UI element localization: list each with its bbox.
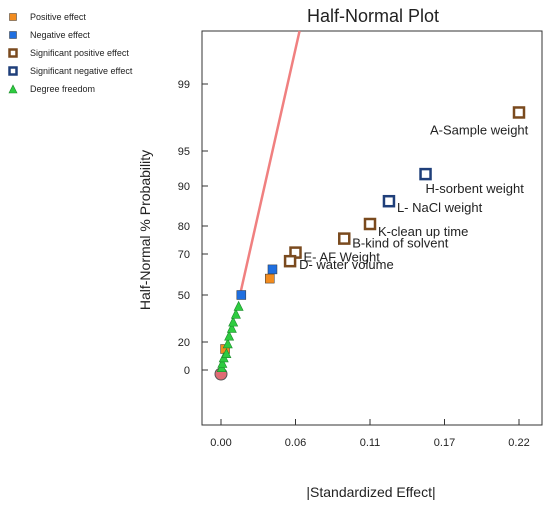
y-tick-label: 50 (178, 290, 190, 302)
dof-point (222, 338, 233, 349)
y-tick-label: 70 (178, 249, 190, 261)
legend-swatch (8, 84, 18, 94)
legend-label: Significant negative effect (30, 66, 133, 76)
dof-point (233, 300, 244, 311)
legend-label: Positive effect (30, 12, 86, 22)
point-label: H-sorbent weight (426, 181, 525, 196)
reference-line (238, 30, 301, 296)
legend-label: Significant positive effect (30, 48, 129, 58)
x-tick-label: 0.06 (285, 437, 306, 449)
legend-swatch (8, 66, 18, 76)
point-label: K-clean up time (378, 224, 468, 239)
data-points (214, 106, 526, 381)
x-tick-label: 0.17 (434, 437, 455, 449)
sig-positive-point (283, 254, 297, 268)
sig-positive-point (512, 106, 526, 119)
y-axis-label: Half-Normal % Probability (137, 150, 153, 310)
sig-positive-point (363, 217, 377, 231)
y-tick-label: 0 (184, 365, 190, 377)
sig-negative-point (419, 167, 432, 181)
x-axis: 0.00 0.06 0.11 0.17 0.22 (210, 419, 530, 449)
legend-swatch (9, 13, 17, 21)
y-tick-label: 80 (178, 221, 190, 233)
point-label: L- NaCl weight (397, 200, 483, 215)
negative-point (236, 290, 247, 300)
x-tick-label: 0.00 (210, 437, 231, 449)
sig-positive-point (338, 232, 351, 245)
positive-point (265, 273, 275, 284)
point-label: D- water volume (299, 257, 394, 272)
point-label: B-kind of solvent (352, 236, 448, 251)
y-tick-label: 99 (178, 79, 190, 91)
dof-point (230, 308, 241, 319)
plot-frame (201, 30, 543, 426)
legend-swatch (8, 48, 18, 58)
y-axis: 0 20 50 70 80 90 95 99 (178, 79, 208, 377)
y-tick-label: 95 (178, 146, 190, 158)
chart-title: Half-Normal Plot (307, 6, 439, 26)
legend-label: Negative effect (30, 30, 90, 40)
sig-negative-point (382, 194, 396, 208)
x-tick-label: 0.22 (508, 437, 529, 449)
point-label: A-Sample weight (430, 122, 529, 137)
legend-label: Degree freedom (30, 84, 95, 94)
legend: Positive effect Negative effect Significan… (8, 12, 133, 94)
negative-point (267, 264, 278, 275)
y-tick-label: 20 (178, 337, 190, 349)
point-label: E- AF Weight (304, 250, 381, 265)
dof-point (217, 357, 228, 368)
legend-swatch (9, 31, 17, 39)
dof-point (224, 330, 235, 341)
dof-point (228, 316, 239, 327)
x-tick-label: 0.11 (360, 437, 381, 449)
dof-point (221, 348, 232, 359)
dof-point (226, 322, 237, 333)
reference-line-group (238, 30, 301, 296)
x-axis-label: |Standardized Effect| (306, 484, 435, 500)
y-tick-label: 90 (178, 181, 190, 193)
